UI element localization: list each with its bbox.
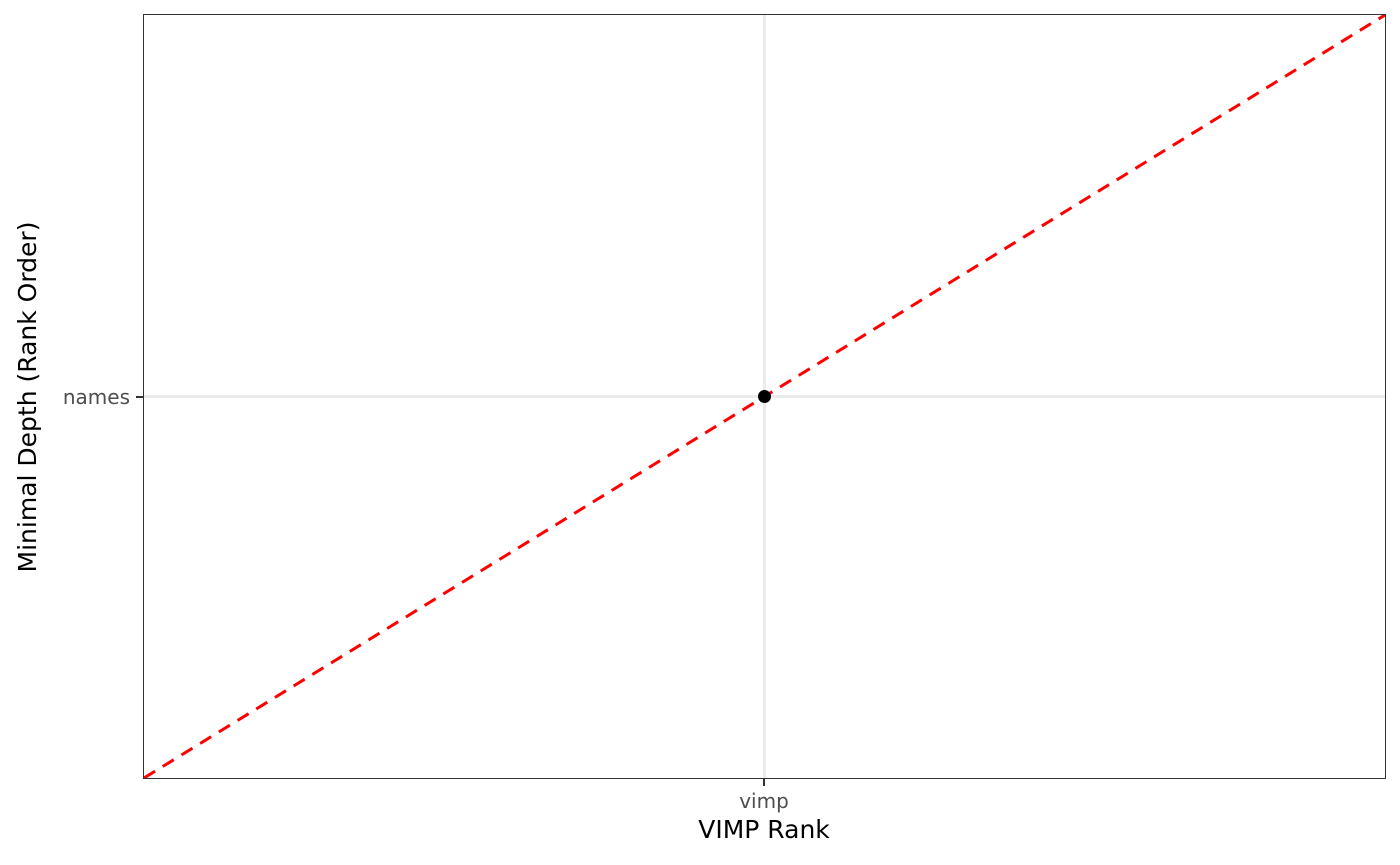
x-tick-label-vimp: vimp: [739, 789, 789, 813]
plot-area-svg: [144, 15, 1385, 778]
y-axis-tick-mark: [136, 396, 143, 398]
data-point-names: [758, 390, 771, 403]
y-tick-label-names: names: [62, 385, 130, 409]
x-axis-title: VIMP Rank: [698, 815, 830, 844]
plot-panel: [143, 14, 1386, 779]
x-axis-tick-mark: [763, 779, 765, 786]
